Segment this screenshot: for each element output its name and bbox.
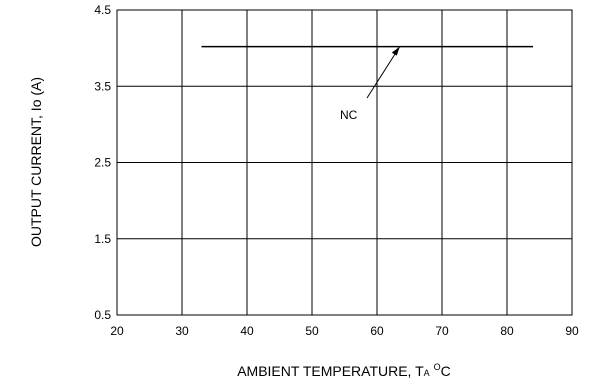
x-tick-label: 70 [435,324,449,338]
x-axis-title-sup: O [434,362,441,372]
y-tick-labels: 0.5 1.5 2.5 3.5 4.5 [94,3,111,322]
grid-lines [116,9,573,316]
y-tick-label: 3.5 [94,79,111,93]
x-tick-label: 80 [500,324,514,338]
plot-area: NC [116,9,573,316]
x-tick-label: 40 [240,324,254,338]
y-axis-title: OUTPUT CURRENT, Io (A) [28,77,44,247]
x-tick-labels: 20 30 40 50 60 70 80 90 [110,324,579,338]
x-tick-label: 60 [370,324,384,338]
x-axis-title: AMBIENT TEMPERATURE, TAOC [237,362,451,379]
annotations: NC [340,46,401,122]
x-tick-label: 50 [305,324,319,338]
annotation-arrow-line-upper [366,46,401,99]
x-tick-label: 30 [175,324,189,338]
y-tick-label: 4.5 [94,3,111,17]
x-axis-title-tail: C [441,363,451,379]
y-tick-label: 0.5 [94,308,111,322]
x-tick-label: 20 [110,324,124,338]
y-tick-label: 2.5 [94,156,111,170]
y-tick-label: 1.5 [94,232,111,246]
x-tick-label: 90 [565,324,579,338]
annotation-label-nc: NC [340,108,358,122]
x-axis-title-sub: A [424,368,430,378]
x-axis-title-main: AMBIENT TEMPERATURE, T [237,363,424,379]
